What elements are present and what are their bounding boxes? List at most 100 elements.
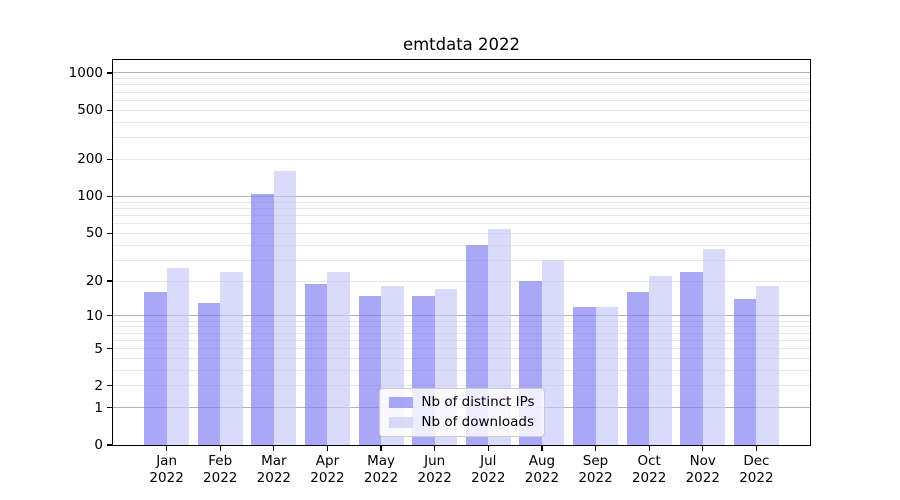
gridline-minor	[113, 121, 810, 123]
gridline-minor	[113, 244, 810, 246]
y-tick	[107, 280, 112, 282]
chart-title: emtdata 2022	[402, 35, 521, 54]
bar-distinct-ips-dec	[733, 299, 757, 445]
y-tick-label: 0	[94, 437, 103, 453]
x-tick	[648, 446, 650, 451]
x-tick	[273, 446, 275, 451]
gridline-major	[113, 72, 810, 74]
gridline-minor	[113, 357, 810, 359]
bar-downloads-sep	[595, 306, 619, 445]
x-tick	[166, 446, 168, 451]
grid-layer	[113, 60, 810, 445]
gridline-minor	[113, 91, 810, 93]
y-tick-label: 10	[85, 307, 103, 324]
bar-downloads-mar	[273, 171, 297, 445]
legend-label-distinct-ips: Nb of distinct IPs	[421, 394, 535, 410]
gridline-minor	[113, 84, 810, 86]
gridline-minor	[113, 137, 810, 139]
gridline-minor	[113, 207, 810, 209]
legend-item-downloads: Nb of downloads	[388, 414, 534, 431]
y-tick	[107, 444, 112, 446]
x-tick-label: Jul 2022	[471, 453, 506, 486]
x-tick-label: Jun 2022	[417, 453, 452, 486]
bar-distinct-ips-jan	[144, 292, 167, 445]
x-tick-label: Sep 2022	[578, 453, 613, 486]
gridline-minor	[113, 385, 810, 387]
x-tick	[380, 446, 382, 451]
bar-distinct-ips-oct	[626, 292, 650, 445]
bar-downloads-nov	[702, 249, 726, 445]
gridline-minor	[113, 109, 810, 111]
x-tick	[755, 446, 757, 451]
y-tick-label: 50	[85, 225, 103, 242]
bar-distinct-ips-feb	[197, 302, 221, 445]
legend: Nb of distinct IPs Nb of downloads	[378, 388, 545, 437]
legend-item-distinct-ips: Nb of distinct IPs	[388, 394, 535, 411]
x-tick-label: Aug 2022	[524, 453, 560, 486]
bar-downloads-aug	[541, 260, 565, 445]
legend-swatch-distinct-ips	[388, 397, 413, 408]
y-tick	[107, 195, 112, 198]
bar-distinct-ips-may	[358, 295, 382, 445]
y-tick	[107, 347, 112, 350]
x-tick	[702, 446, 704, 451]
bar-downloads-apr	[327, 271, 350, 445]
gridline-minor	[113, 223, 810, 225]
y-tick	[107, 407, 112, 409]
gridline-minor	[113, 259, 810, 261]
gridline-minor	[113, 326, 810, 328]
x-tick	[541, 446, 543, 451]
y-tick-label: 5	[94, 340, 103, 357]
x-tick-label: May 2022	[363, 453, 399, 486]
y-tick-label: 500	[77, 102, 103, 119]
x-tick-label: Nov 2022	[685, 453, 720, 486]
bar-distinct-ips-sep	[573, 306, 596, 445]
x-tick-label: Apr 2022	[310, 453, 345, 486]
x-tick	[434, 446, 436, 451]
bar-distinct-ips-apr	[304, 283, 328, 445]
gridline-minor	[113, 78, 810, 80]
bar-distinct-ips-mar	[251, 193, 274, 445]
bar-downloads-dec	[756, 286, 779, 445]
x-tick	[594, 446, 597, 451]
y-tick	[107, 72, 112, 74]
y-tick	[107, 158, 112, 161]
x-tick-label: Jan 2022	[149, 453, 184, 486]
gridline-minor	[113, 158, 810, 160]
y-tick-label: 100	[77, 188, 103, 205]
y-tick	[107, 315, 112, 317]
gridline-minor	[113, 332, 810, 334]
gridline-minor	[113, 348, 810, 350]
x-tick-label: Oct 2022	[631, 453, 667, 486]
bar-downloads-oct	[649, 276, 672, 445]
gridline-minor	[113, 99, 810, 101]
legend-label-downloads: Nb of downloads	[421, 414, 534, 430]
gridline-major	[113, 195, 810, 197]
y-tick	[107, 385, 112, 387]
gridline-major	[113, 315, 810, 317]
x-tick-label: Mar 2022	[256, 453, 292, 486]
gridline-minor	[113, 201, 810, 203]
gridline-minor	[113, 214, 810, 216]
y-tick-label: 1000	[68, 64, 103, 81]
x-tick-label: Feb 2022	[203, 453, 238, 486]
gridline-minor	[113, 339, 810, 341]
y-tick	[107, 232, 112, 234]
gridline-minor	[113, 280, 810, 282]
bar-distinct-ips-nov	[680, 271, 703, 445]
gridline-minor	[113, 369, 810, 371]
y-tick	[107, 109, 112, 111]
plot-area: Nb of distinct IPs Nb of downloads	[112, 59, 811, 446]
y-tick-label: 200	[77, 151, 103, 168]
legend-swatch-downloads	[388, 417, 413, 428]
bar-downloads-feb	[220, 271, 243, 445]
x-tick	[326, 446, 329, 451]
x-tick	[487, 446, 489, 451]
y-tick-label: 2	[94, 377, 103, 394]
gridline-minor	[113, 320, 810, 322]
x-tick	[219, 446, 221, 451]
y-tick-label: 20	[85, 273, 103, 290]
y-tick-label: 1	[94, 399, 103, 416]
x-tick-label: Dec 2022	[739, 453, 774, 486]
